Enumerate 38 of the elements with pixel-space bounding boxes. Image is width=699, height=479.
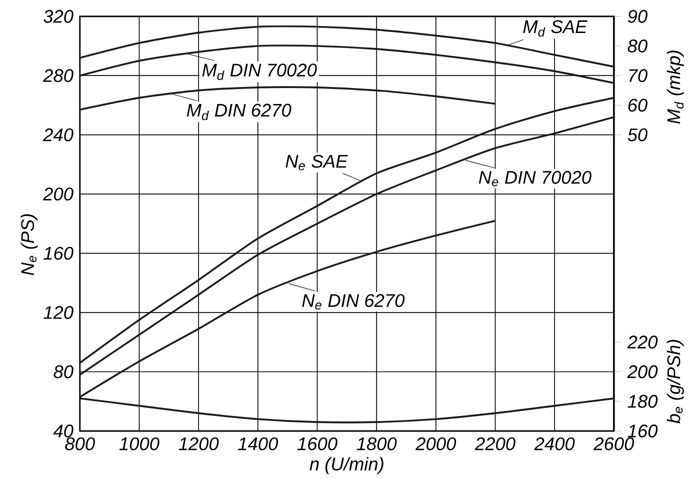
y-tick-label: 200 xyxy=(42,187,74,200)
line-series xyxy=(80,44,614,84)
series-label: N$_{e}$ DIN 70020 xyxy=(478,170,592,186)
y3-tick-label: 200 xyxy=(627,365,658,378)
series-label: M$_{d}$ SAE xyxy=(523,20,588,36)
y3-tick-label: 180 xyxy=(628,394,658,408)
x-tick-label: 1000 xyxy=(119,437,160,450)
y-tick-label: 40 xyxy=(53,424,74,438)
y-tick-label: 280 xyxy=(42,68,74,82)
y-tick-label: 80 xyxy=(54,365,74,378)
series-label: N$_{e}$ SAE xyxy=(286,154,348,170)
x-axis-title: n (U/min) xyxy=(310,456,384,474)
x-tick-label: 2600 xyxy=(594,437,634,450)
x-tick-label: 1600 xyxy=(297,437,338,450)
series-label: N$_{e}$ DIN 6270 xyxy=(302,294,405,310)
y-tick-label: 240 xyxy=(42,128,74,142)
y3-tick-label: 160 xyxy=(628,424,658,438)
y2-axis-title: M$_{d}$ (mkp) xyxy=(666,50,684,124)
y-tick-label: 160 xyxy=(44,246,74,260)
x-tick-label: 800 xyxy=(65,437,95,450)
y3-axis-title: b$_{e}$ (g/PSh) xyxy=(666,340,684,424)
series-label: M$_{d}$ DIN 6270 xyxy=(186,104,292,120)
y-tick-label: 120 xyxy=(44,306,74,319)
x-tick-label: 2400 xyxy=(534,437,575,450)
y3-tick-label: 220 xyxy=(627,336,658,348)
y2-tick-label: 60 xyxy=(628,98,648,112)
x-tick-label: 1800 xyxy=(356,437,397,450)
x-tick-label: 2000 xyxy=(416,437,456,450)
y2-tick-label: 70 xyxy=(629,68,648,82)
y2-tick-label: 90 xyxy=(628,10,648,23)
x-tick-label: 1200 xyxy=(178,437,219,450)
y-axis-title: N$_{e}$ (PS) xyxy=(20,214,38,275)
y2-tick-label: 50 xyxy=(628,128,648,142)
x-tick-label: 1400 xyxy=(238,437,278,450)
y2-tick-label: 80 xyxy=(628,39,648,52)
y-tick-label: 320 xyxy=(43,10,74,23)
x-tick-label: 2200 xyxy=(474,437,516,450)
series-label: M$_{d}$ DIN 70020 xyxy=(202,63,317,80)
